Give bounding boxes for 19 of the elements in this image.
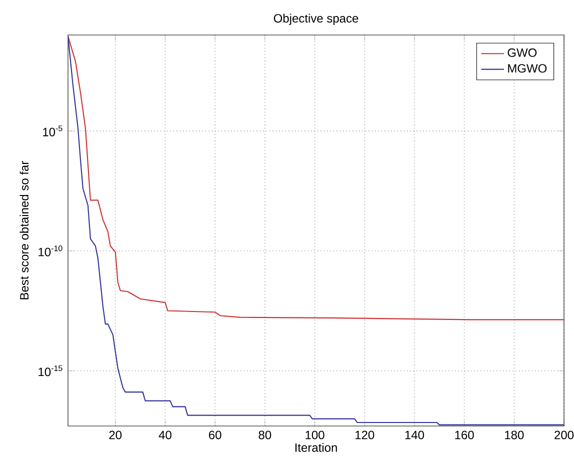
x-tick-label: 40 [158, 430, 172, 440]
y-tick-label: 10$^{-15}$ [38, 365, 62, 376]
x-tick-label: 140 [405, 430, 424, 440]
x-tick-label: 20 [109, 430, 122, 440]
x-tick-label: 80 [258, 430, 272, 440]
x-tick-label: 160 [455, 430, 474, 440]
y-axis-title: Best score obtained so far [20, 161, 29, 300]
legend-label: MGWO [508, 64, 547, 73]
x-tick-label: 180 [505, 430, 524, 440]
line-series [68, 36, 564, 320]
x-tick-label: 200 [554, 430, 574, 440]
x-tick-label: 120 [356, 430, 374, 440]
y-tick-label: 10$^{-5}$ [43, 126, 62, 136]
x-axis-title: Iteration [295, 443, 337, 452]
x-tick-label: 60 [208, 430, 222, 440]
x-tick-label: 100 [306, 430, 324, 440]
chart-title: Objective space [274, 14, 358, 25]
legend-label: GWO [508, 48, 537, 57]
y-tick-label: 10$^{-10}$ [38, 245, 62, 256]
